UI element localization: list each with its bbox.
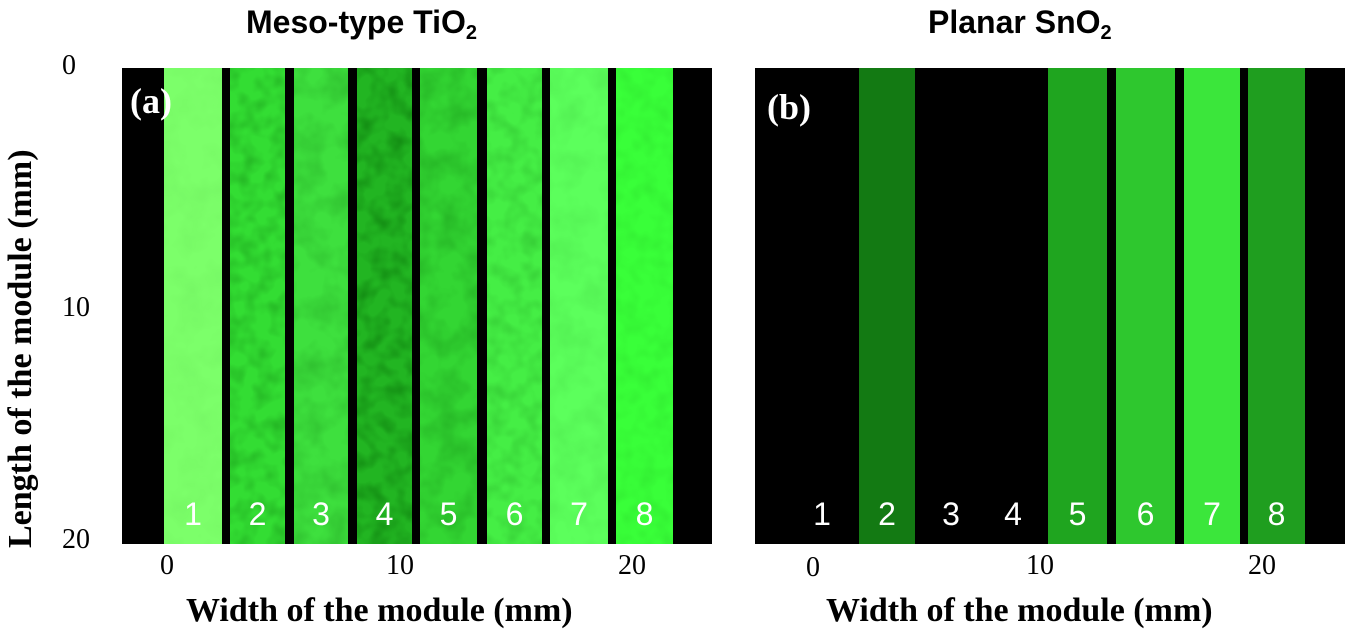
cell-7-texture: [550, 68, 608, 544]
cell-number-6: 6: [1136, 496, 1155, 532]
cell-5-stripe: [1048, 68, 1107, 544]
panel-b-label: (b): [767, 87, 811, 127]
cell-number-1: 1: [813, 496, 831, 532]
cell-1-texture: [164, 68, 222, 544]
cell-7-stripe: [1184, 68, 1240, 544]
cell-3-texture: [294, 68, 348, 544]
panel-b-x-tick-20: 20: [1248, 550, 1276, 581]
panel-b-x-tick-10: 10: [1026, 550, 1054, 581]
cell-number-8: 8: [1267, 496, 1286, 532]
panel-a-stripes: [164, 68, 673, 544]
cell-2-texture: [230, 68, 285, 544]
cell-number-2: 2: [248, 496, 267, 532]
cell-8-stripe: [1248, 68, 1305, 544]
cell-5-texture: [420, 68, 477, 544]
y-tick-20: 20: [62, 524, 90, 555]
cell-number-6: 6: [505, 496, 524, 532]
cell-2-stripe: [859, 68, 915, 544]
panel-b-stripes: [859, 68, 1305, 544]
cell-number-3: 3: [312, 496, 330, 532]
panel-b-svg: [859, 68, 1305, 544]
cell-number-7: 7: [570, 496, 588, 532]
cell-number-5: 5: [1068, 496, 1087, 532]
panel-a-x-tick-20: 20: [618, 550, 646, 581]
cell-6-texture: [487, 68, 542, 544]
cell-4-texture: [357, 68, 412, 544]
y-tick-10: 10: [62, 292, 90, 323]
panel-a-label: (a): [130, 81, 172, 121]
cell-6-stripe: [1116, 68, 1175, 544]
panel-a-image: (a) 1 2 3 4 5 6 7 8: [122, 68, 712, 544]
cell-number-2: 2: [878, 496, 896, 532]
cell-number-4: 4: [375, 496, 394, 532]
panel-b-image: (b) 1 2 3 4 5 6 7 8: [755, 68, 1345, 544]
panel-b-x-tick-0: 0: [806, 552, 820, 583]
panel-b-title: Planar SnO2: [928, 4, 1112, 44]
cell-number-7: 7: [1203, 496, 1221, 532]
panel-a-x-tick-0: 0: [160, 550, 174, 581]
cell-number-1: 1: [184, 496, 202, 532]
panel-a-title: Meso-type TiO2: [246, 4, 478, 44]
panel-a-svg: [164, 68, 673, 544]
cell-number-5: 5: [439, 496, 458, 532]
y-axis-label: Length of the module (mm): [2, 149, 39, 548]
cell-number-4: 4: [1004, 496, 1022, 532]
panel-a-x-tick-10: 10: [386, 550, 414, 581]
cell-number-3: 3: [942, 496, 960, 532]
y-tick-0: 0: [62, 50, 76, 81]
cell-8-texture: [616, 68, 673, 544]
panel-a-x-axis-label: Width of the module (mm): [186, 592, 573, 629]
cell-number-8: 8: [635, 496, 654, 532]
panel-b-x-axis-label: Width of the module (mm): [826, 592, 1213, 629]
